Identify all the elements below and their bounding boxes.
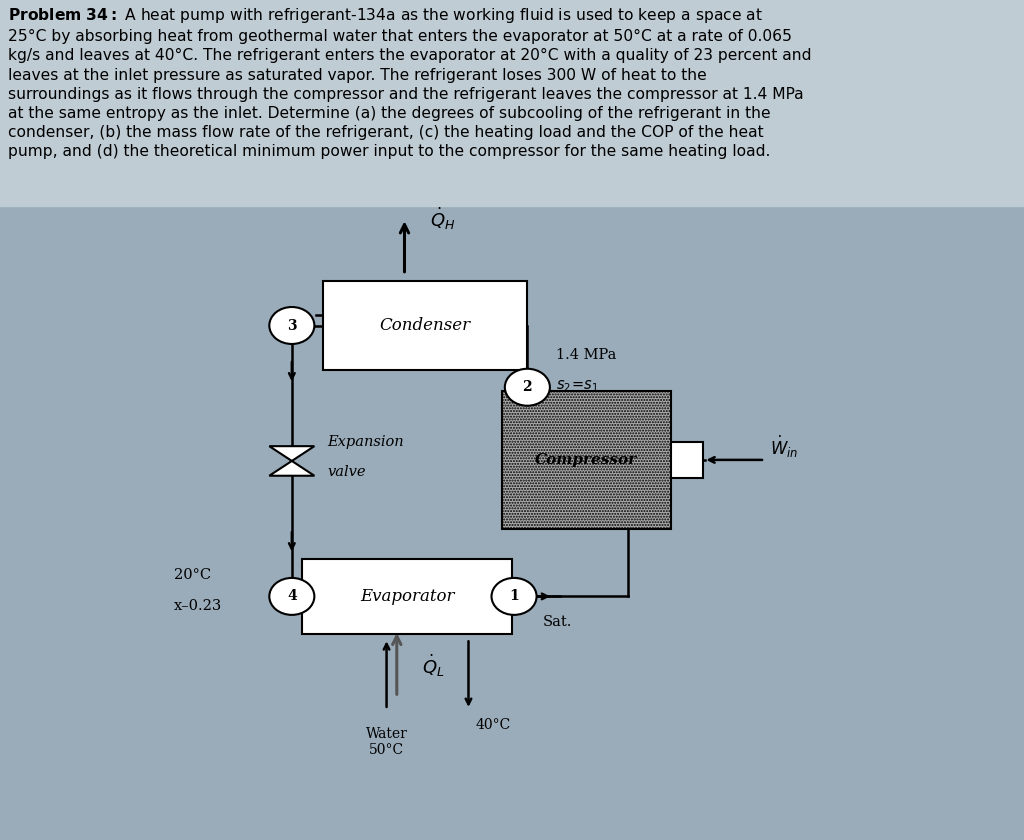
- Text: Compressor: Compressor: [536, 453, 637, 467]
- Bar: [302, 559, 512, 634]
- Circle shape: [492, 578, 537, 615]
- Text: 3: 3: [287, 318, 297, 333]
- Bar: [0, 0, 1024, 206]
- Circle shape: [505, 369, 550, 406]
- Text: 40°C: 40°C: [475, 718, 511, 732]
- Polygon shape: [269, 446, 314, 461]
- Text: Sat.: Sat.: [543, 615, 572, 628]
- Bar: [671, 442, 703, 477]
- Polygon shape: [269, 461, 314, 475]
- Text: x–0.23: x–0.23: [174, 600, 222, 613]
- Text: $\dot{Q}_L$: $\dot{Q}_L$: [422, 653, 445, 680]
- Text: 4: 4: [287, 590, 297, 603]
- Bar: [502, 391, 671, 529]
- Circle shape: [269, 307, 314, 344]
- Text: Expansion: Expansion: [328, 435, 404, 449]
- Text: valve: valve: [328, 465, 367, 479]
- Text: Water
50°C: Water 50°C: [366, 727, 408, 757]
- Text: 2: 2: [522, 381, 532, 394]
- Text: Evaporator: Evaporator: [359, 588, 455, 605]
- Text: $\dot{Q}_H$: $\dot{Q}_H$: [430, 205, 456, 232]
- Text: $\dot{W}_{in}$: $\dot{W}_{in}$: [770, 434, 799, 460]
- Bar: [323, 281, 527, 370]
- Text: 1: 1: [509, 590, 519, 603]
- Text: 1.4 MPa: 1.4 MPa: [556, 349, 616, 362]
- Text: $\bf{Problem\ 34:}$ A heat pump with refrigerant-134a as the working fluid is us: $\bf{Problem\ 34:}$ A heat pump with ref…: [8, 6, 812, 160]
- Circle shape: [269, 578, 314, 615]
- Text: Condenser: Condenser: [380, 317, 470, 334]
- Text: $s_2\!=\!s_1$: $s_2\!=\!s_1$: [556, 379, 599, 394]
- Text: 20°C: 20°C: [174, 569, 211, 582]
